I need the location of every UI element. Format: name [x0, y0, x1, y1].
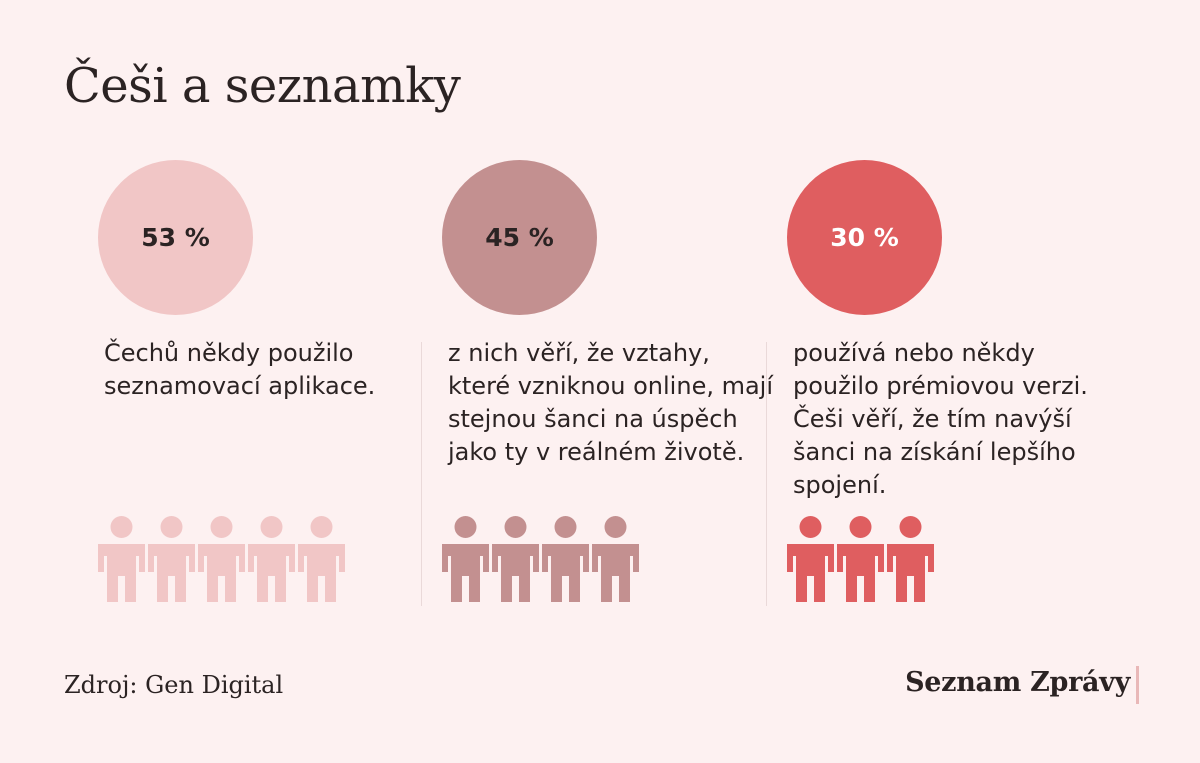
person-icon — [442, 516, 489, 602]
stat-value: 53 % — [141, 223, 210, 252]
column-divider — [766, 342, 767, 606]
stat-description: používá nebo někdy použilo prémiovou ver… — [793, 339, 1088, 499]
person-icon — [148, 516, 195, 602]
stat-description: Čechů někdy použilo seznamovací aplikace… — [104, 339, 376, 400]
stat-bubble: 45 % — [442, 160, 597, 315]
person-icon — [542, 516, 589, 602]
brand-bar — [1136, 666, 1139, 704]
stat-column: 30 % používá nebo někdy použilo prémiovo… — [787, 160, 1117, 610]
person-icon — [837, 516, 884, 602]
source-note: Zdroj: Gen Digital — [64, 671, 284, 699]
person-icon — [887, 516, 934, 602]
stat-bubble: 30 % — [787, 160, 942, 315]
stat-description: z nich věří, že vztahy, které vzniknou o… — [448, 339, 774, 466]
stat-value: 45 % — [485, 223, 554, 252]
stat-value: 30 % — [830, 223, 899, 252]
person-icon — [98, 516, 145, 602]
person-icon — [592, 516, 639, 602]
people-icons — [98, 516, 345, 602]
infographic-title: Češi a seznamky — [64, 58, 461, 114]
stat-column: 45 % z nich věří, že vztahy, které vznik… — [442, 160, 773, 610]
people-icons — [442, 516, 639, 602]
person-icon — [198, 516, 245, 602]
column-divider — [421, 342, 422, 606]
person-icon — [248, 516, 295, 602]
stat-column: 53 % Čechů někdy použilo seznamovací apl… — [98, 160, 428, 610]
person-icon — [492, 516, 539, 602]
person-icon — [298, 516, 345, 602]
person-icon — [787, 516, 834, 602]
stat-bubble: 53 % — [98, 160, 253, 315]
brand-logo: Seznam Zprávy — [905, 667, 1130, 698]
people-icons — [787, 516, 934, 602]
